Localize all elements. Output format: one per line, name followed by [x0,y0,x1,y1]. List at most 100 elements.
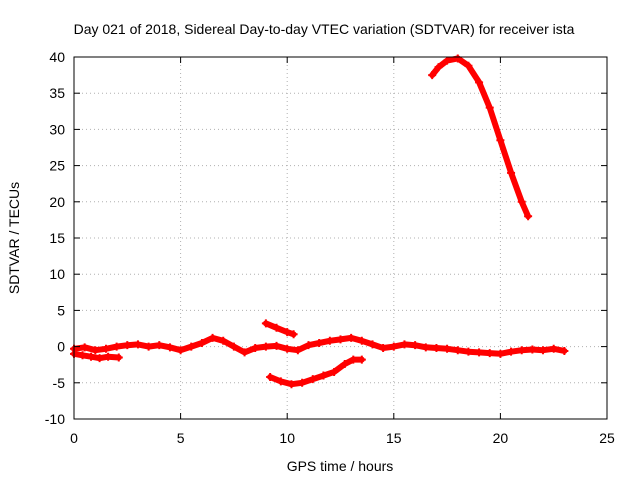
data-point [187,342,196,351]
data-point [165,343,174,352]
data-point [289,330,298,339]
data-point [101,344,110,353]
data-point [261,319,270,328]
data-point [208,333,217,342]
data-point [485,103,494,112]
data-point [524,212,533,221]
data-point [357,336,366,345]
data-point [475,348,484,357]
series-track-upper-short [261,319,298,339]
data-point [357,355,366,364]
series-track-high-arc [428,54,533,221]
data-point [298,378,307,387]
data-point [496,349,505,358]
data-point [475,78,484,87]
y-tick-label: -10 [45,411,65,427]
series-line [267,356,365,388]
data-point [315,338,324,347]
data-point [219,336,228,345]
data-point [549,344,558,353]
chart-title: Day 021 of 2018, Sidereal Day-to-day VTE… [74,21,575,37]
data-point [517,197,526,206]
data-point [133,340,142,349]
data-point [104,352,113,361]
data-point [400,340,409,349]
series-line [262,320,297,338]
y-tick-label: 0 [57,339,65,355]
data-point [368,340,377,349]
data-point [432,344,441,353]
x-tick-label: 10 [279,430,295,446]
data-point [87,352,96,361]
y-tick-label: -5 [53,375,66,391]
data-point [80,343,89,352]
data-point [517,346,526,355]
data-point [276,377,285,386]
data-point [347,333,356,342]
data-point [144,342,153,351]
data-point [528,345,537,354]
data-point [229,342,238,351]
data-point [349,355,358,364]
x-axis-ticks: 0 5 10 15 20 25 [70,57,615,446]
grid-lines [74,57,607,419]
data-point [539,346,548,355]
data-point [240,348,249,357]
data-point [155,341,164,350]
data-point [287,380,296,389]
data-point [453,54,462,63]
data-point [319,371,328,380]
data-point [266,373,275,382]
data-point [112,342,121,351]
data-point [251,344,260,353]
data-point [411,341,420,350]
y-tick-label: 10 [49,266,65,282]
series-track-lower-arc [266,355,366,389]
x-axis-label: GPS time / hours [287,458,394,474]
data-point [197,338,206,347]
data-point [421,343,430,352]
y-tick-label: 25 [49,158,65,174]
data-point [261,342,270,351]
data-point [123,341,132,350]
data-point [464,347,473,356]
data-point [272,341,281,350]
data-point [507,347,516,356]
data-point [272,323,281,332]
x-tick-label: 25 [599,430,615,446]
data-point [336,335,345,344]
data-point [308,375,317,384]
data-point [443,344,452,353]
data-point [293,346,302,355]
data-point [389,342,398,351]
data-point [91,346,100,355]
data-point [485,349,494,358]
y-tick-label: 30 [49,121,65,137]
data-point [379,344,388,353]
data-point [496,136,505,145]
y-tick-label: 35 [49,85,65,101]
data-point [176,346,185,355]
data-series [70,54,569,389]
x-tick-label: 20 [493,430,509,446]
y-tick-label: 5 [57,302,65,318]
data-point [464,61,473,70]
data-point [428,71,437,80]
data-point [304,341,313,350]
data-point [453,346,462,355]
data-point [78,351,87,360]
data-point [340,359,349,368]
data-point [325,336,334,345]
x-tick-label: 15 [386,430,402,446]
y-axis-label: SDTVAR / TECUs [6,182,22,294]
data-point [560,346,569,355]
data-point [443,56,452,65]
data-point [114,353,123,362]
data-point [283,344,292,353]
y-tick-label: 20 [49,194,65,210]
data-point [434,63,443,72]
data-point [507,168,516,177]
data-point [330,367,339,376]
data-point [95,354,104,363]
